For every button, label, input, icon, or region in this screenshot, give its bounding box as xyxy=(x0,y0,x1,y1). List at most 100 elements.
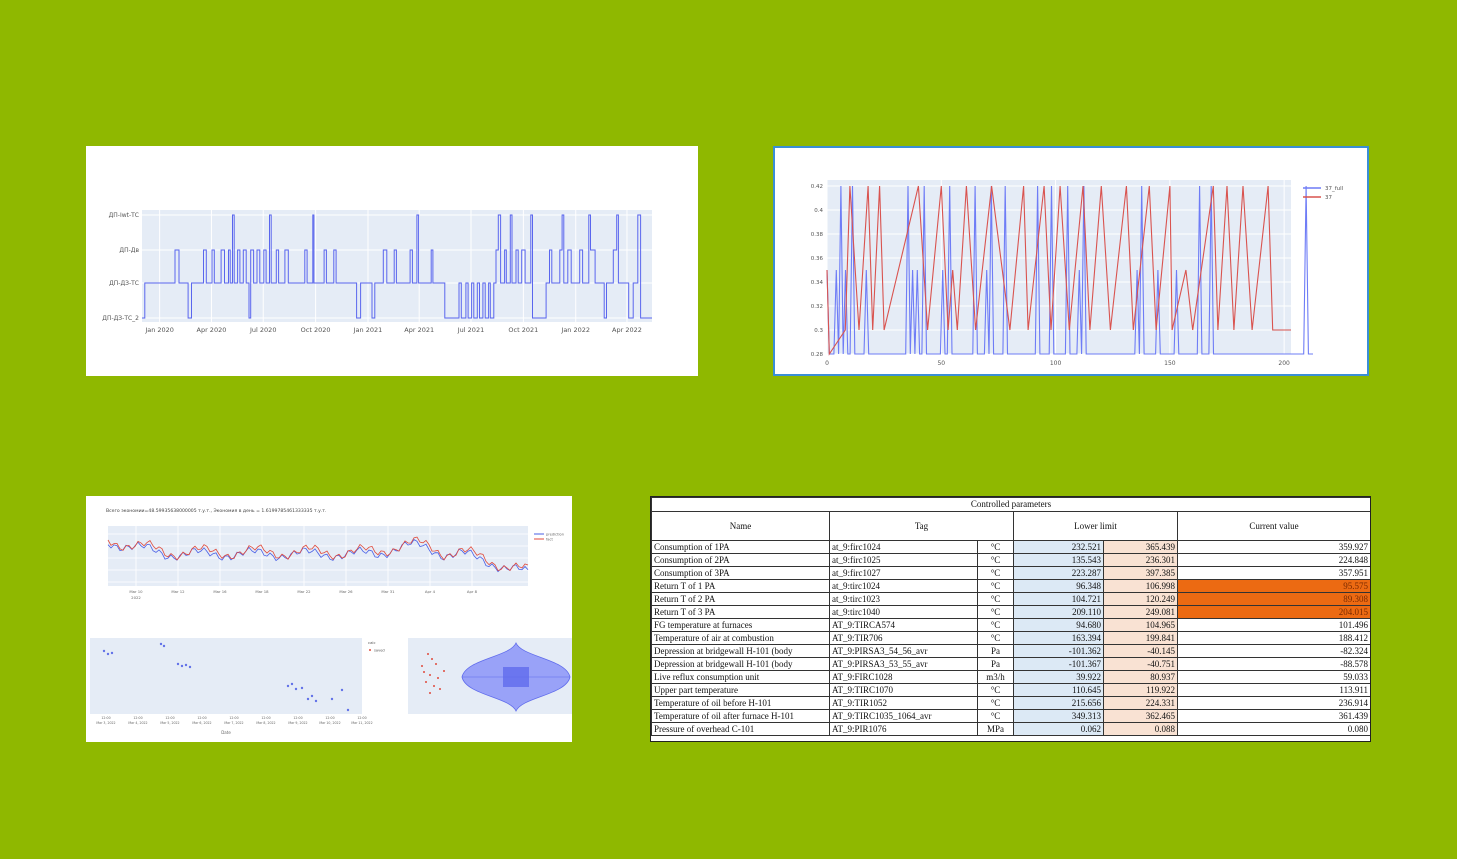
violin-point xyxy=(435,663,437,665)
y-tick-label: ДП-ДЗ-ТС_2 xyxy=(102,315,139,322)
x-tick-label: Mar 16 xyxy=(213,589,227,594)
x-tick-label: 12:00 xyxy=(293,716,302,720)
table-row: Upper part temperature AT_9:TIRC1070 °C 110… xyxy=(651,683,1370,697)
controlled-parameters-table: Controlled parameters Name Tag Lower lim… xyxy=(651,497,1370,736)
cell-upper: -40.751 xyxy=(1103,657,1178,671)
cell-lower: 232.521 xyxy=(1013,540,1104,554)
cell-name: Temperature of oil after furnace H-101 xyxy=(651,709,830,723)
cell-lower: 349.313 xyxy=(1013,709,1104,723)
header-name: Name xyxy=(651,511,830,541)
cell-name: Temperature of air at combustion xyxy=(651,631,830,645)
cell-current: -88.578 xyxy=(1176,657,1370,671)
cell-tag: AT_9:FIRC1028 xyxy=(829,670,978,684)
y-tick-label: 0.32 xyxy=(811,304,823,310)
table-row: Depression at bridgewall H-101 (body AT_9… xyxy=(651,644,1370,658)
y-tick-label: 0.36 xyxy=(811,256,824,262)
series-37-svg: 0.28 0.3 0.32 0.34 0.36 0.38 0.4 0.42 0 50 100 150 2… xyxy=(811,180,1344,367)
cell-lower: 163.394 xyxy=(1013,631,1104,645)
cell-lower: -101.362 xyxy=(1013,644,1104,658)
cell-name: Upper part temperature xyxy=(651,683,830,697)
legend-label: saved xyxy=(374,649,385,653)
fact-line xyxy=(107,536,529,572)
scatter-point xyxy=(314,699,318,703)
scatter-plot-background xyxy=(90,638,362,714)
cell-current: 188.412 xyxy=(1176,631,1370,645)
cell-upper: 80.937 xyxy=(1103,670,1178,684)
x-tick-label: Apr 4 xyxy=(425,589,436,594)
x-tick-label: Mar 7, 2022 xyxy=(224,721,243,725)
cell-unit: °C xyxy=(977,696,1014,710)
cell-name: Depression at bridgewall H-101 (body xyxy=(651,657,830,671)
x-tick-label: Jan 2021 xyxy=(353,326,383,334)
table-row: Return T of 2 PA at_9:tirc1023 °C 104.721 12… xyxy=(651,592,1370,606)
cell-lower: 39.922 xyxy=(1013,670,1104,684)
scatter-point xyxy=(106,652,110,656)
cell-upper: 362.465 xyxy=(1103,709,1178,723)
table-row: Return T of 1 PA at_9:tirc1024 °C 96.348 106… xyxy=(651,579,1370,593)
cell-tag: AT_9:PIR1076 xyxy=(829,722,978,736)
cell-name: Return T of 2 PA xyxy=(651,592,830,606)
y-tick-label: 0.42 xyxy=(811,184,823,190)
cell-tag: AT_9:TIRCA574 xyxy=(829,618,978,632)
cell-name: Temperature of oil before H-101 xyxy=(651,696,830,710)
scatter-point xyxy=(286,684,290,688)
x-tick-label: Mar 8, 2022 xyxy=(256,721,275,725)
cell-current: 359.927 xyxy=(1176,540,1370,554)
table-row: Temperature of oil before H-101 AT_9:TIR1… xyxy=(651,696,1370,710)
table-row: Return T of 3 PA at_9:tirc1040 °C 209.110 24… xyxy=(651,605,1370,619)
y-tick-label: ДП-Іwt-ТС xyxy=(109,212,139,219)
violin-point xyxy=(421,665,423,667)
cell-lower: -101.367 xyxy=(1013,657,1104,671)
x-tick-label: Apr 8 xyxy=(467,589,478,594)
header-current-value: Current value xyxy=(1176,511,1370,541)
cell-unit: °C xyxy=(977,540,1014,554)
x-tick-label: Mar 18 xyxy=(255,589,269,594)
cell-unit: °C xyxy=(977,709,1014,723)
cell-tag: AT_9:TIRC1070 xyxy=(829,683,978,697)
x-tick-label: Jan 2020 xyxy=(144,326,174,334)
cell-unit: °C xyxy=(977,592,1014,606)
cell-current: 0.080 xyxy=(1176,722,1370,736)
cell-lower: 215.656 xyxy=(1013,696,1104,710)
cell-upper: 397.385 xyxy=(1103,566,1178,580)
table-row: Temperature of oil after furnace H-101 AT… xyxy=(651,709,1370,723)
savings-title: Всего экономии=48.59935638000005 т.у.т.,… xyxy=(106,508,326,514)
violin-point xyxy=(427,653,429,655)
x-tick-label: 12:00 xyxy=(229,716,238,720)
cell-tag: AT_9:PIRSA3_54_56_avr xyxy=(829,644,978,658)
scatter-point xyxy=(340,688,344,692)
header-tag: Tag xyxy=(829,511,1014,541)
series-37-line xyxy=(826,185,1291,356)
controlled-parameters-panel: Controlled parameters Name Tag Lower lim… xyxy=(650,496,1371,742)
x-tick-label: Jul 2021 xyxy=(457,326,484,334)
plot-background xyxy=(142,210,652,322)
cell-unit: °C xyxy=(977,553,1014,567)
cell-upper: 104.965 xyxy=(1103,618,1178,632)
violin-point xyxy=(423,671,425,673)
scatter-point xyxy=(290,682,294,686)
x-axis-label: Date xyxy=(221,730,231,735)
violin-point xyxy=(439,688,441,690)
cell-unit: Pa xyxy=(977,657,1014,671)
cell-name: Consumption of 2PA xyxy=(651,553,830,567)
x-tick-label: Mar 6, 2022 xyxy=(192,721,211,725)
y-tick-label: ДП-ДЗ-ТС xyxy=(109,280,139,287)
cell-current: 236.914 xyxy=(1176,696,1370,710)
x-tick-label: 12:00 xyxy=(261,716,270,720)
cell-lower: 209.110 xyxy=(1013,605,1104,619)
x-tick-label: 0 xyxy=(825,360,829,367)
cell-tag: at_9:firc1027 xyxy=(829,566,978,580)
cell-upper: 249.081 xyxy=(1103,605,1178,619)
cell-current: 59.033 xyxy=(1176,670,1370,684)
cell-lower: 96.348 xyxy=(1013,579,1104,593)
table-row: Temperature of air at combustion AT_9:TIR… xyxy=(651,631,1370,645)
scatter-point xyxy=(188,665,192,669)
scatter-point xyxy=(102,649,106,653)
x-tick-label: 12:00 xyxy=(101,716,110,720)
cell-upper: 0.088 xyxy=(1103,722,1178,736)
cell-upper: 224.331 xyxy=(1103,696,1178,710)
cell-current: 89.308 xyxy=(1176,592,1370,606)
cell-current: 357.951 xyxy=(1176,566,1370,580)
table-caption: Controlled parameters xyxy=(651,497,1370,512)
cell-name: FG temperature at furnaces xyxy=(651,618,830,632)
